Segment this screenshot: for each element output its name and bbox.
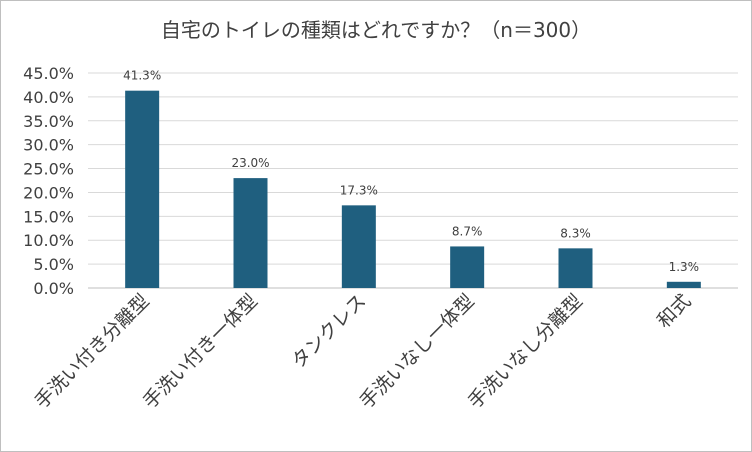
gridlines: [88, 72, 738, 289]
y-tick-label: 45.0%: [23, 64, 74, 83]
y-tick-label: 10.0%: [23, 231, 74, 250]
category-label: 手洗いなし分離型: [464, 290, 587, 413]
bars: [125, 90, 701, 288]
bar: [450, 246, 485, 288]
y-tick-label: 25.0%: [23, 160, 74, 179]
y-tick-label: 35.0%: [23, 112, 74, 131]
y-tick-label: 30.0%: [23, 136, 74, 155]
data-label: 1.3%: [669, 260, 700, 274]
category-label: 和式: [653, 290, 695, 332]
category-label: 手洗い付き一体型: [139, 290, 262, 413]
data-label: 41.3%: [123, 69, 161, 83]
chart-title: 自宅のトイレの種類はどれですか？（n＝300）: [160, 18, 592, 42]
category-label: 手洗いなし一体型: [356, 290, 479, 413]
category-label: タンクレス: [288, 290, 371, 373]
bar: [666, 281, 701, 288]
bar: [341, 205, 376, 288]
data-labels: 41.3% 23.0% 17.3% 8.7% 8.3% 1.3%: [123, 69, 699, 274]
y-tick-label: 20.0%: [23, 183, 74, 202]
data-label: 23.0%: [231, 156, 269, 170]
y-axis-ticks: 0.0% 5.0% 10.0% 15.0% 20.0% 25.0% 30.0% 35.0% 40…: [23, 64, 74, 298]
bar: [558, 248, 593, 288]
bar: [125, 90, 160, 288]
data-label: 8.7%: [452, 224, 483, 238]
y-tick-label: 40.0%: [23, 88, 74, 107]
y-tick-label: 0.0%: [33, 279, 74, 298]
data-label: 17.3%: [340, 183, 378, 197]
bar: [233, 178, 268, 288]
data-label: 8.3%: [560, 226, 591, 240]
y-tick-label: 5.0%: [33, 255, 74, 274]
category-label: 手洗い付き分離型: [31, 290, 154, 413]
y-tick-label: 15.0%: [23, 207, 74, 226]
